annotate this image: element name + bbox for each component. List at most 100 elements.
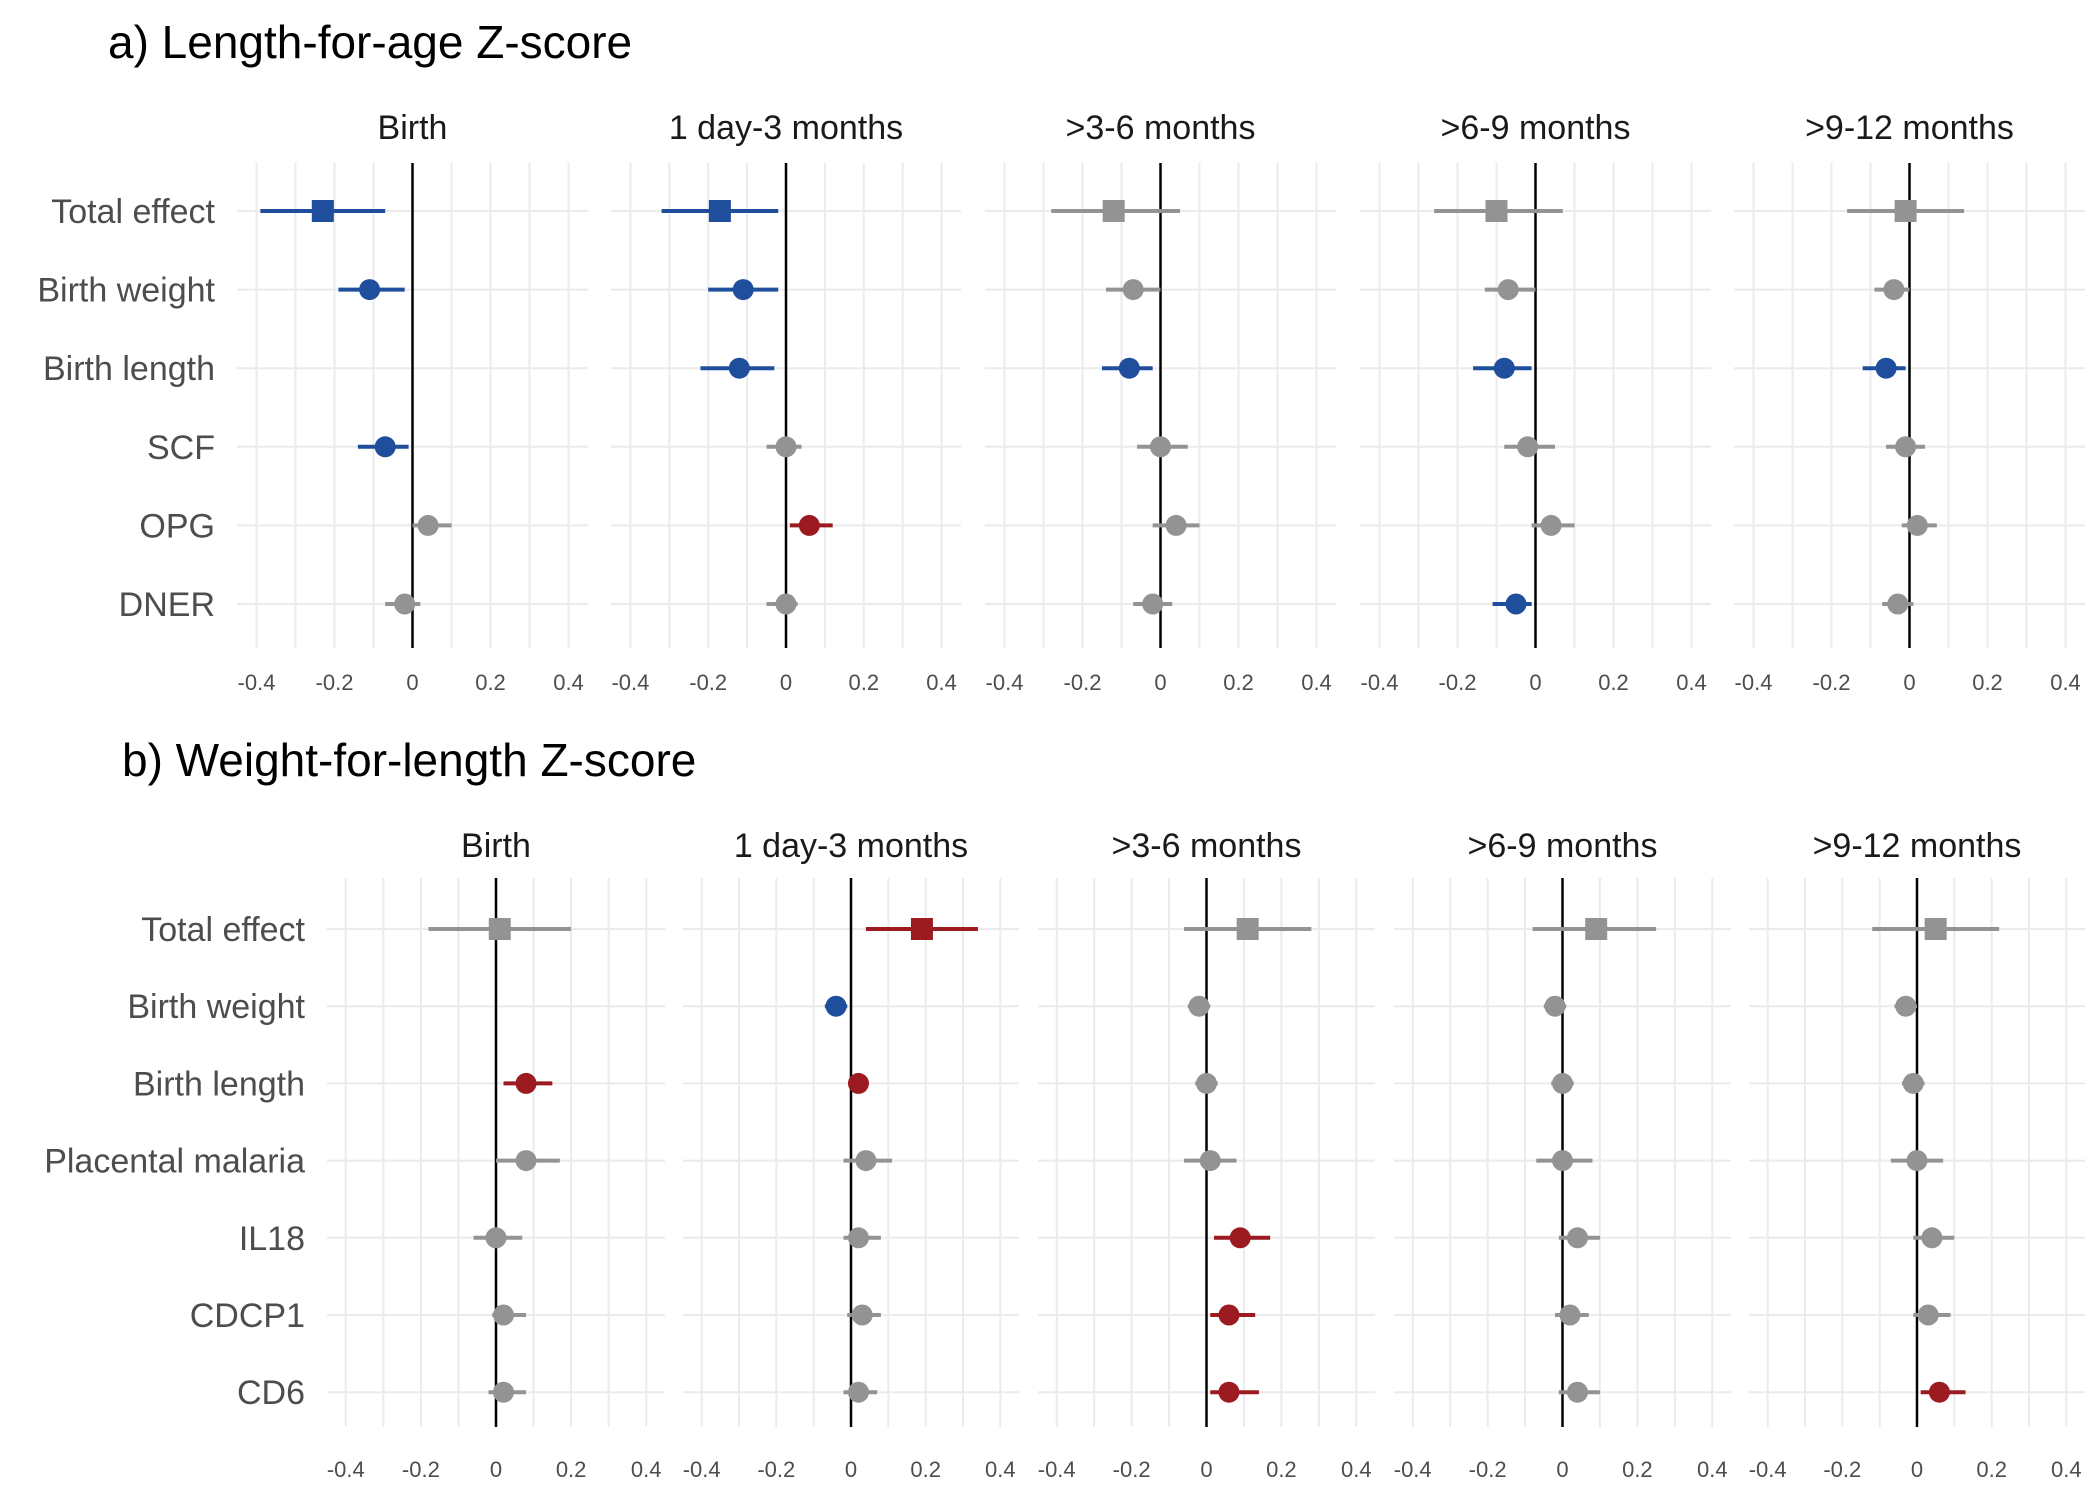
x-tick-label: -0.4 [1394,1457,1432,1482]
x-tick-label: -0.4 [611,670,649,695]
estimate-point [1199,1150,1221,1172]
estimate-point [1566,1381,1588,1403]
panel-b-facet: 1 day-3 months -0.4 -0.2 0 0.2 0.4 [683,827,1019,1482]
estimate-point [732,279,754,301]
estimate-point [847,1381,869,1403]
x-tick-label: 0 [1529,670,1541,695]
x-tick-label: -0.4 [986,670,1024,695]
panel-a-facet: >9-12 months -0.4 -0.2 0 0.2 0.4 [1734,109,2085,695]
x-tick-label: -0.2 [1823,1457,1861,1482]
x-tick-label: 0 [1556,1457,1568,1482]
estimate-point [493,1304,515,1326]
x-tick-label: -0.2 [402,1457,440,1482]
estimate-point [1895,436,1917,458]
panel-b-facet: >9-12 months -0.4 -0.2 0 0.2 0.4 [1749,827,2085,1482]
x-tick-label: 0.2 [1266,1457,1297,1482]
panel-b-facet-title: >9-12 months [1813,827,2022,865]
panel-a-facet: 1 day-3 months -0.4 -0.2 0 0.2 0.4 [611,109,961,695]
estimate-point [1906,514,1928,536]
estimate-point [1883,279,1905,301]
x-tick-label: -0.2 [1439,670,1477,695]
panel-a-row-label: Birth length [43,350,215,388]
x-tick-label: -0.4 [1749,1457,1787,1482]
x-tick-label: 0.4 [553,670,584,695]
estimate-point [1517,436,1539,458]
panel-b-row-label: Birth weight [127,988,305,1026]
total-effect-marker [1924,918,1947,940]
estimate-point [394,593,416,615]
estimate-point [515,1072,537,1094]
panel-b-row-label: IL18 [239,1220,305,1258]
estimate-point [1906,1150,1928,1172]
estimate-point [775,593,797,615]
x-tick-label: -0.2 [757,1457,795,1482]
estimate-point [798,514,820,536]
panel-b-row-label: Birth length [133,1065,305,1103]
x-tick-label: -0.4 [1735,670,1773,695]
x-tick-label: 0.2 [1972,670,2003,695]
total-effect-marker [488,918,511,940]
estimate-point [825,995,847,1017]
panel-b-facet: >6-9 months -0.4 -0.2 0 0.2 0.4 [1394,827,1731,1482]
x-tick-label: -0.2 [316,670,354,695]
estimate-point [855,1150,877,1172]
x-tick-label: 0 [1200,1457,1212,1482]
panel-a-facet-title: >3-6 months [1066,109,1256,147]
estimate-point [1218,1381,1240,1403]
panel-a-facet-title: >6-9 months [1441,109,1631,147]
estimate-point [1895,995,1917,1017]
x-tick-label: -0.4 [1038,1457,1076,1482]
panel-b-facet-title: >3-6 months [1112,827,1302,865]
estimate-point [1875,357,1897,379]
panel-b-facet-title: Birth [461,827,531,865]
estimate-point [1917,1304,1939,1326]
panel-b-row-label: Total effect [141,911,305,949]
estimate-point [1118,357,1140,379]
estimate-point [1902,1072,1924,1094]
panel-b-title: b) Weight-for-length Z-score [122,734,696,786]
panel-a-facet: Birth -0.4 -0.2 0 0.2 0.4 [237,109,588,695]
estimate-point [1122,279,1144,301]
estimate-point [1887,593,1909,615]
estimate-point [847,1227,869,1249]
estimate-point [374,436,396,458]
panel-a-row-label: DNER [119,586,215,624]
estimate-point [493,1381,515,1403]
estimate-point [359,279,381,301]
estimate-point [1566,1227,1588,1249]
x-tick-label: 0.4 [631,1457,662,1482]
total-effect-marker [910,918,933,940]
estimate-point [1544,995,1566,1017]
x-tick-label: 0.2 [1976,1457,2007,1482]
x-tick-label: 0.4 [985,1457,1016,1482]
estimate-point [1150,436,1171,458]
x-tick-label: 0.4 [1301,670,1332,695]
x-tick-label: 0.2 [910,1457,941,1482]
x-tick-label: 0.4 [2050,670,2081,695]
panel-b-facet-title: >6-9 months [1468,827,1658,865]
x-tick-label: 0.4 [1341,1457,1372,1482]
x-tick-label: -0.2 [1469,1457,1507,1482]
x-tick-label: 0.2 [1223,670,1254,695]
panel-b-row-label: Placental malaria [44,1143,305,1181]
estimate-point [515,1150,537,1172]
x-tick-label: 0.2 [1622,1457,1653,1482]
total-effect-marker [1585,918,1608,940]
panel-a-row-label: Birth weight [37,272,215,310]
estimate-point [485,1227,507,1249]
panel-b-facet-title: 1 day-3 months [734,827,968,865]
panel-a-row-label: Total effect [51,193,215,231]
total-effect-marker [708,200,731,222]
x-tick-label: 0.2 [475,670,506,695]
total-effect-marker [1102,200,1125,222]
panel-a-facet-title: Birth [378,109,448,147]
estimate-point [1142,593,1164,615]
panel-a-facet-title: 1 day-3 months [669,109,903,147]
estimate-point [1928,1381,1950,1403]
panel-a-row-label: SCF [147,429,215,467]
x-tick-label: 0.4 [1676,670,1707,695]
estimate-point [1218,1304,1240,1326]
x-tick-label: 0 [780,670,792,695]
x-tick-label: -0.2 [689,670,727,695]
